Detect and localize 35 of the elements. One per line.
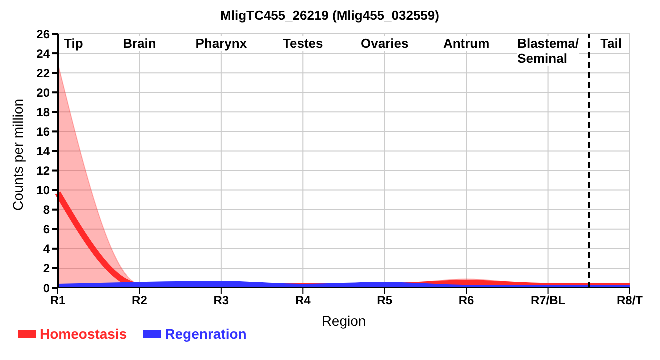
x-axis-title: Region: [322, 313, 366, 329]
annotation: Tail: [600, 36, 622, 51]
x-tick-label: R6: [458, 294, 475, 308]
y-tick-label: 14: [36, 144, 50, 158]
x-tick-label: R2: [132, 294, 148, 308]
annotation: Blastema/ Seminal: [518, 36, 579, 66]
annotation: Tip: [64, 36, 84, 51]
y-tick-label: 0: [43, 281, 50, 296]
y-tick-label: 18: [36, 105, 50, 120]
y-tick-label: 26: [36, 27, 50, 42]
y-tick-label: 4: [43, 242, 50, 256]
annotation: Ovaries: [360, 36, 409, 51]
x-tick-label: R5: [377, 294, 393, 308]
x-tick-label: R1: [50, 294, 66, 308]
y-axis-title: Counts per million: [10, 98, 26, 211]
y-tick-label: 10: [36, 184, 50, 198]
annotation: Pharynx: [196, 36, 248, 51]
y-tick-label: 16: [36, 124, 50, 139]
legend-label: Homeostasis: [39, 326, 128, 342]
x-tick-label: R4: [295, 294, 312, 308]
y-tick-label: 12: [36, 164, 50, 178]
annotation: Brain: [123, 36, 156, 51]
annotation: Antrum: [443, 36, 490, 51]
annotation: Testes: [283, 36, 324, 51]
y-tick-label: 22: [36, 66, 50, 80]
y-tick-label: 20: [36, 86, 50, 100]
chart-title: MligTC455_26219 (Mlig455_032559): [220, 8, 440, 24]
y-tick-label: 2: [43, 262, 50, 276]
x-tick-label: R7/BL: [530, 294, 566, 308]
x-tick-label: R3: [214, 294, 230, 308]
legend-label: Regenration: [164, 326, 247, 342]
y-tick-label: 24: [36, 46, 50, 61]
y-tick-label: 6: [43, 222, 50, 237]
y-tick-label: 8: [43, 203, 50, 218]
x-tick-label: R8/T: [616, 294, 644, 308]
